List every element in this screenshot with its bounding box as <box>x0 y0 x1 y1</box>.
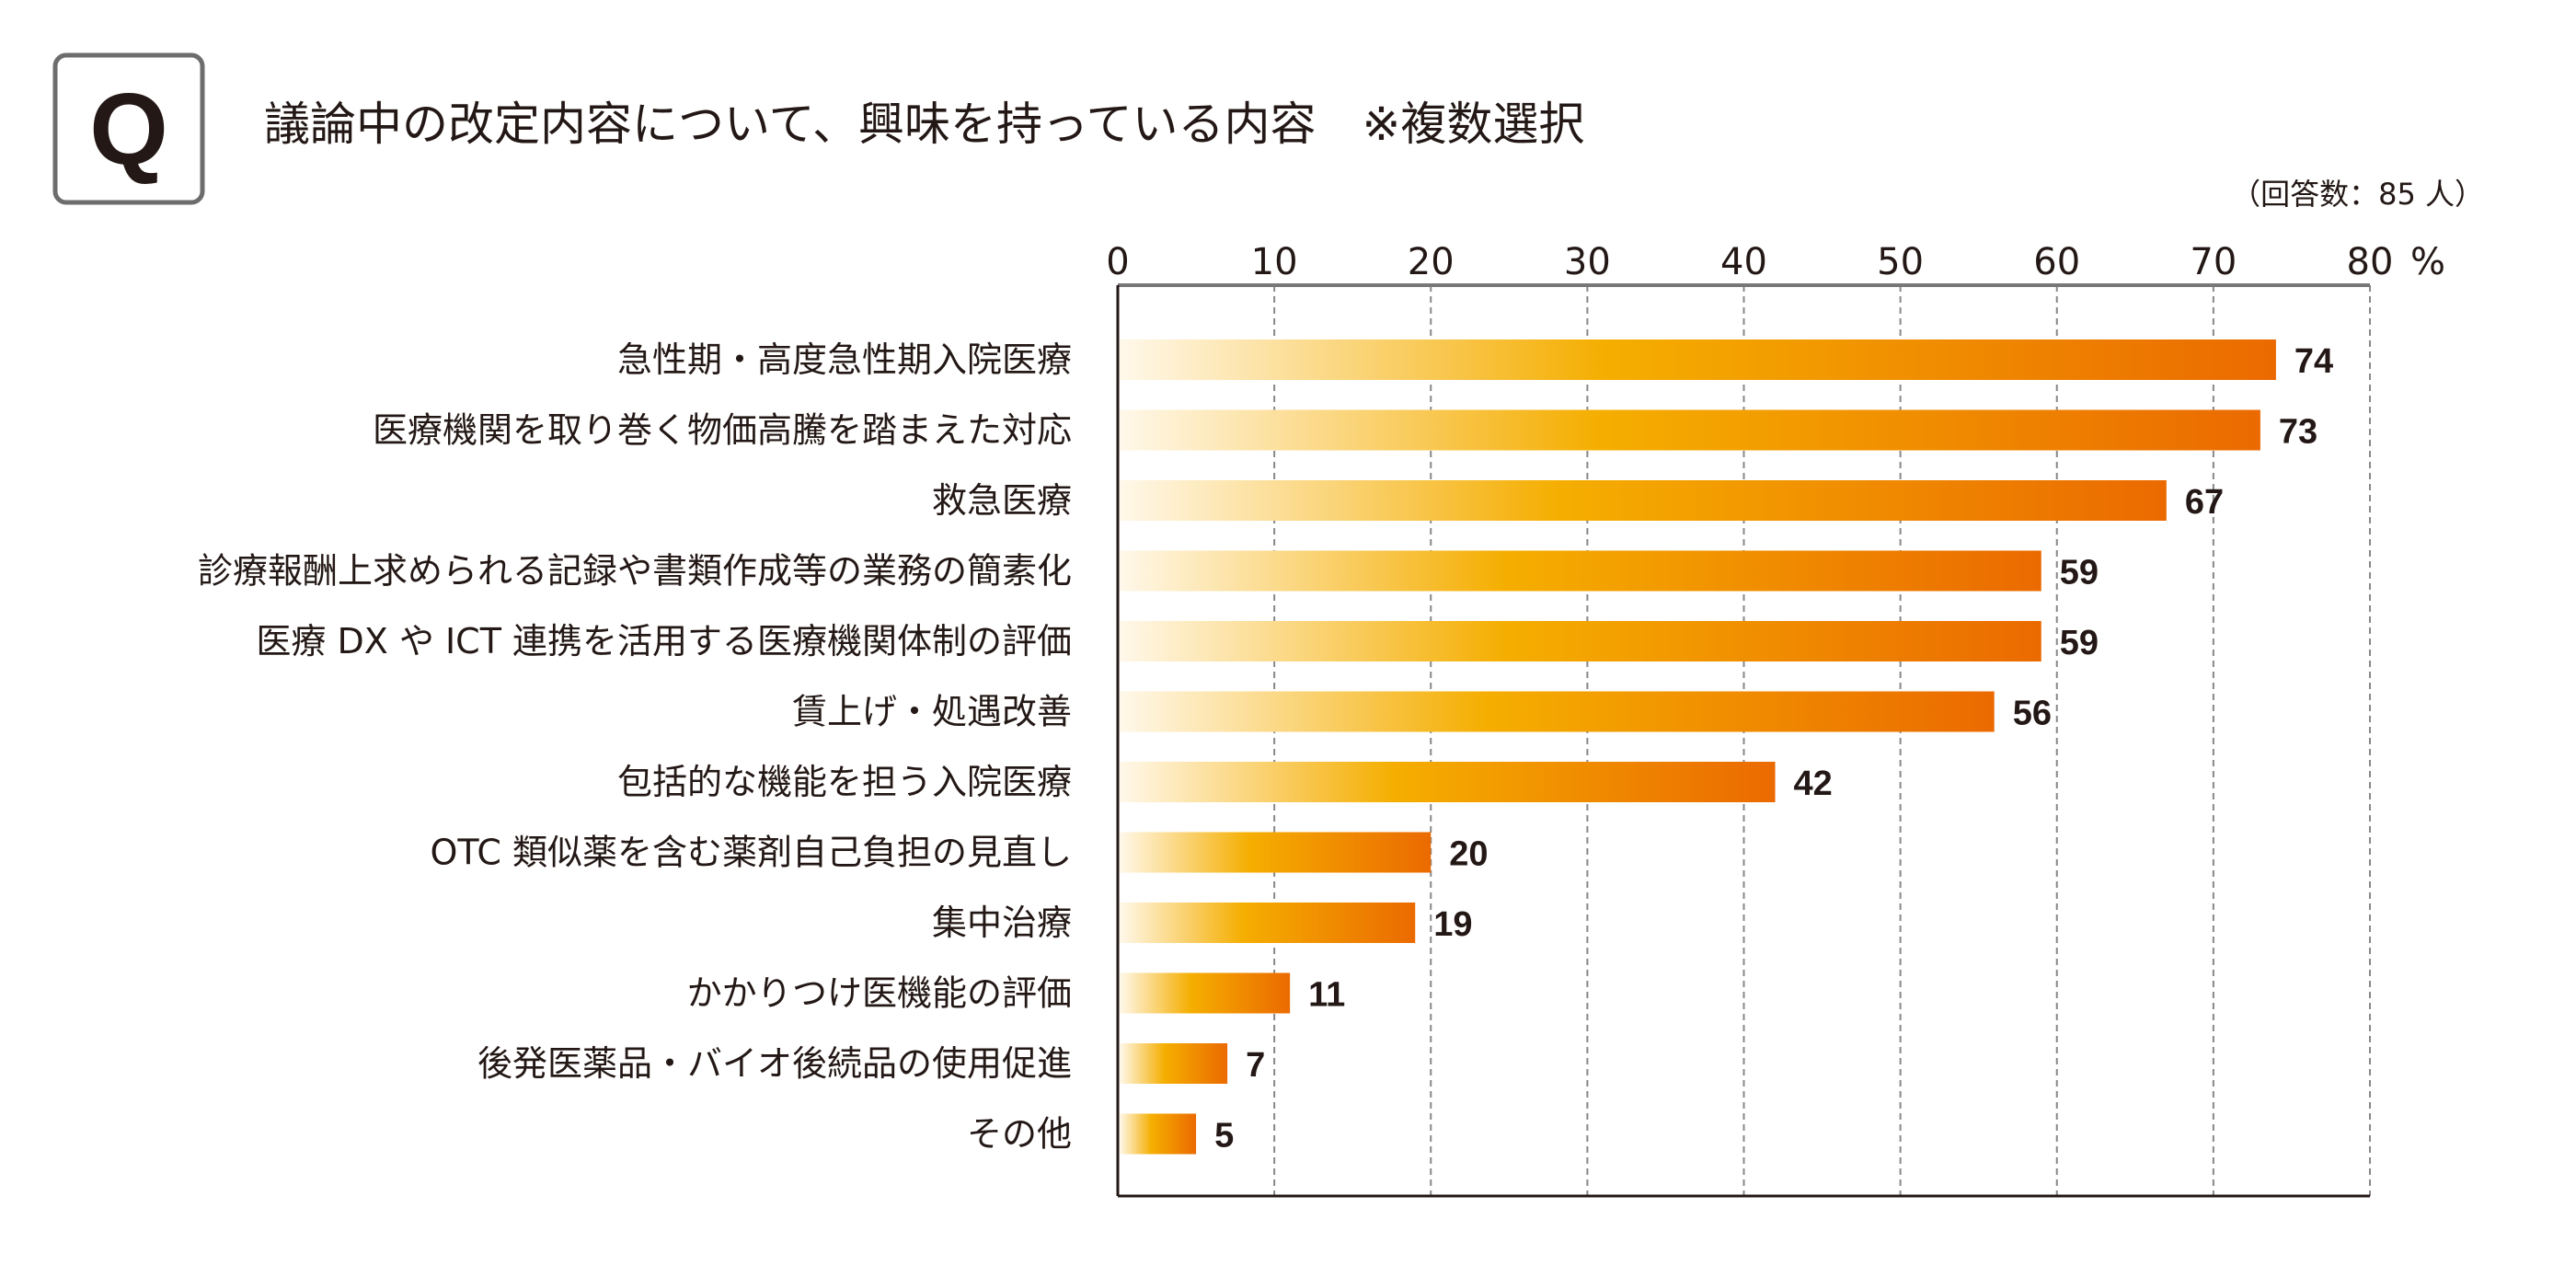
x-tick-label: 50 <box>1877 241 1924 283</box>
value-label: 74 <box>2294 342 2333 381</box>
bar <box>1120 903 1416 943</box>
x-tick-label: 40 <box>1720 241 1767 283</box>
respondent-count: （回答数：85 人） <box>2231 177 2484 212</box>
value-label: 59 <box>2060 554 2099 592</box>
q-badge-box <box>52 52 205 205</box>
x-tick-label: 0 <box>1106 241 1129 283</box>
bar <box>1120 409 2260 451</box>
category-label: 後発医薬品・バイオ後続品の使用促進 <box>477 1043 1072 1084</box>
q-badge: Q <box>89 73 168 186</box>
x-tick-label: 60 <box>2033 241 2080 283</box>
x-tick-label: 20 <box>1408 241 1455 283</box>
bar <box>1120 550 2041 592</box>
value-label: 7 <box>1246 1046 1265 1085</box>
category-label: 医療 DX や ICT 連携を活用する医療機関体制の評価 <box>256 621 1072 661</box>
bar <box>1120 762 1776 802</box>
x-tick-label: 70 <box>2190 241 2237 283</box>
bar <box>1120 691 1995 732</box>
chart-title: 議論中の改定内容について、興味を持っている内容 ※複数選択 <box>264 98 1584 151</box>
bar <box>1120 1113 1197 1155</box>
bar <box>1120 339 2276 380</box>
value-label: 59 <box>2060 624 2099 662</box>
category-label: かかりつけ医機能の評価 <box>687 973 1072 1014</box>
bar <box>1120 1043 1228 1084</box>
value-label: 56 <box>2013 695 2052 733</box>
category-label: 集中治療 <box>932 903 1072 943</box>
value-label: 5 <box>1214 1117 1234 1156</box>
value-label: 19 <box>1433 905 1472 944</box>
value-label: 67 <box>2185 483 2224 522</box>
bar <box>1120 972 1291 1014</box>
x-tick-label: 30 <box>1564 241 1611 283</box>
x-tick-label: 10 <box>1251 241 1298 283</box>
bar <box>1120 832 1432 873</box>
bar <box>1120 621 2041 661</box>
bar <box>1120 480 2167 521</box>
category-label: 救急医療 <box>932 480 1072 521</box>
category-label: その他 <box>967 1114 1072 1155</box>
category-label: 包括的な機能を担う入院医療 <box>617 762 1072 802</box>
value-label: 11 <box>1308 976 1345 1015</box>
category-label: 急性期・高度急性期入院医療 <box>617 339 1072 380</box>
value-label: 42 <box>1794 765 1833 803</box>
value-label: 20 <box>1449 835 1488 874</box>
x-tick-label: 80 <box>2347 241 2394 283</box>
category-label: 医療機関を取り巻く物価高騰を踏まえた対応 <box>373 410 1072 451</box>
value-label: 73 <box>2279 413 2317 452</box>
x-axis-unit: % <box>2410 241 2445 283</box>
category-label: 診療報酬上求められる記録や書類作成等の業務の簡素化 <box>198 551 1072 592</box>
category-label: 賃上げ・処遇改善 <box>792 692 1072 732</box>
category-label: OTC 類似薬を含む薬剤自己負担の見直し <box>430 833 1072 873</box>
